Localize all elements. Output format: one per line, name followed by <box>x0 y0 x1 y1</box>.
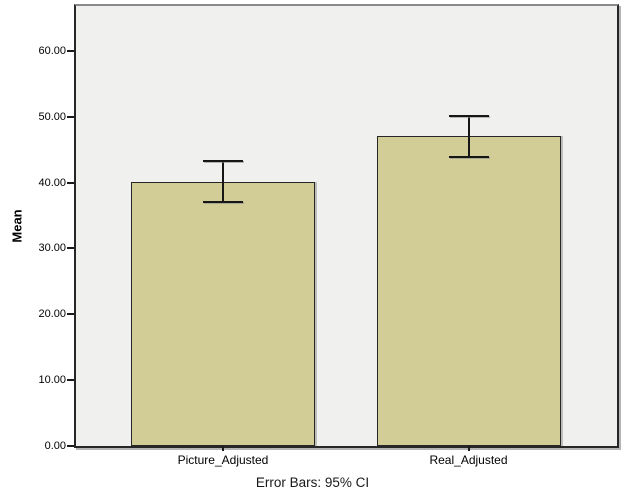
x-axis-tick <box>467 446 470 451</box>
error-bar-cap-upper <box>448 115 489 117</box>
y-axis-tick <box>67 247 74 250</box>
error-bar-cap-upper <box>203 159 243 162</box>
bar-picture_adjusted <box>131 181 315 446</box>
y-axis-tick <box>67 115 74 118</box>
bar-real_adjusted <box>376 135 561 446</box>
y-axis-tick <box>67 313 74 316</box>
category-label-real_adjusted: Real_Adjusted <box>429 453 508 467</box>
y-axis-tick-label: 50.00 <box>38 110 66 123</box>
error-bar-line <box>222 160 224 203</box>
y-axis-tick-label: 30.00 <box>38 242 66 255</box>
y-axis-tick-label: 20.00 <box>38 308 66 321</box>
y-axis-tick <box>67 49 74 52</box>
y-axis-tick <box>67 379 74 382</box>
error-bar-cap-lower <box>448 155 489 158</box>
error-bar-line <box>467 116 470 157</box>
y-axis-tick <box>67 181 74 184</box>
category-label-picture_adjusted: Picture_Adjusted <box>177 453 269 467</box>
y-axis-tick-label: 0.00 <box>44 440 66 452</box>
error-bar-cap-lower <box>203 201 243 204</box>
y-axis-tick-label: 40.00 <box>38 176 66 189</box>
y-axis-title: Mean <box>9 209 25 243</box>
error-bars-caption: Error Bars: 95% CI <box>255 475 370 490</box>
y-axis-tick-label: 10.00 <box>38 374 66 387</box>
plot-area <box>74 4 619 448</box>
y-axis-tick <box>67 445 74 447</box>
x-axis-tick <box>222 446 224 451</box>
y-axis-tick-label: 60.00 <box>38 44 66 57</box>
